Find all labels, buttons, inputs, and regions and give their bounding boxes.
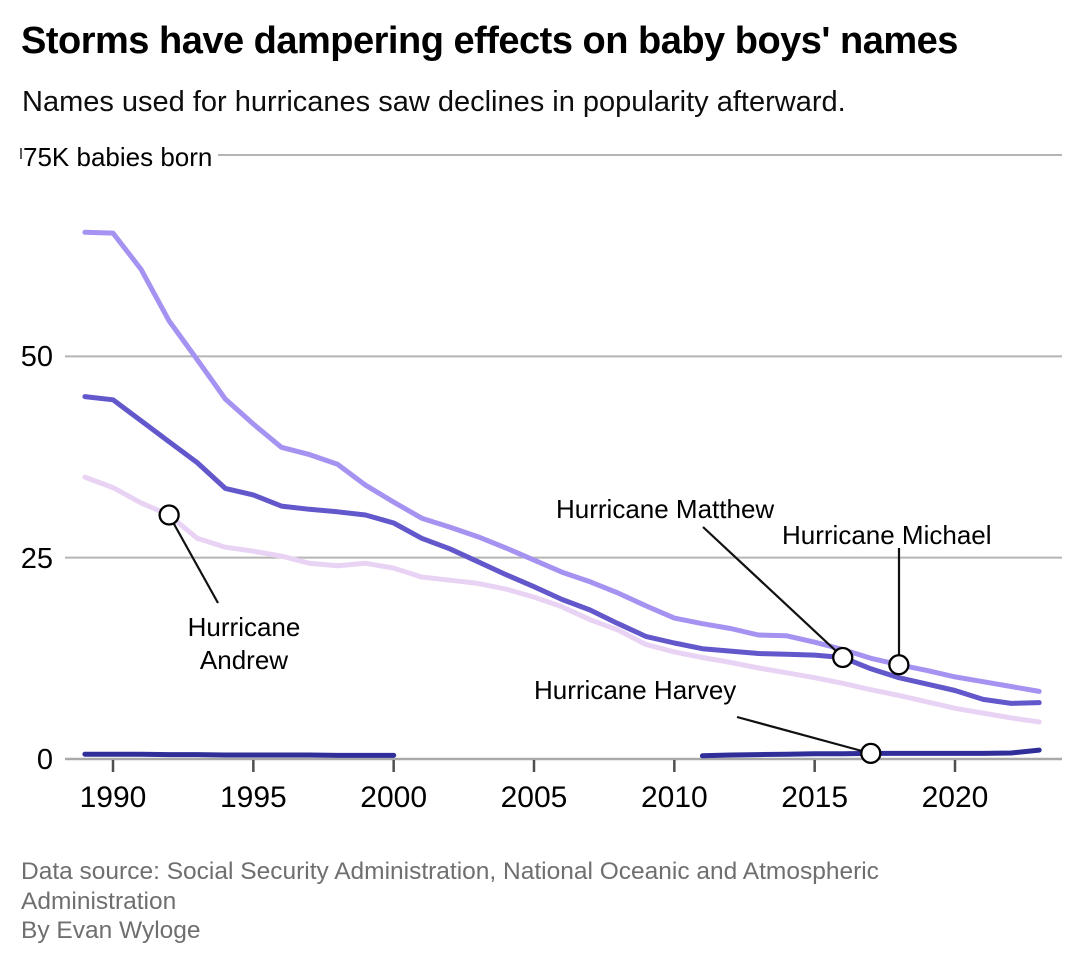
annotation-marker-andrew xyxy=(158,504,180,526)
y-axis-unit-label: 75K babies born xyxy=(23,142,213,172)
annotation-marker-matthew xyxy=(832,646,854,669)
series-line-michael xyxy=(82,229,1042,694)
annotation-label-andrew: Hurricane Andrew xyxy=(187,612,301,675)
series-line-harvey xyxy=(82,747,1042,759)
chart-title: Storms have dampering effects on baby bo… xyxy=(21,20,958,62)
y-axis-label-0: 0 xyxy=(36,744,53,776)
annotation-leader-matthew xyxy=(702,526,837,652)
series-line-matthew xyxy=(82,394,1042,706)
annotation-label-michael: Hurricane Michael xyxy=(782,520,992,550)
x-axis-label-2015: 2015 xyxy=(781,781,849,814)
x-axis-label-2010: 2010 xyxy=(640,781,708,814)
chart-footer: Data source: Social Security Administrat… xyxy=(21,857,991,946)
data-source: Data source: Social Security Administrat… xyxy=(21,858,879,915)
series-line-andrew xyxy=(82,474,1042,725)
annotation-label-harvey: Hurricane Harvey xyxy=(534,675,737,705)
chart-subtitle: Names used for hurricanes saw declines i… xyxy=(22,86,846,118)
y-axis-label-25: 25 xyxy=(20,542,53,575)
x-axis-label-2020: 2020 xyxy=(921,781,989,814)
x-axis-label-1990: 1990 xyxy=(79,781,147,814)
annotation-marker-michael xyxy=(888,654,910,676)
x-axis-label-1995: 1995 xyxy=(219,781,287,814)
x-axis-label-2000: 2000 xyxy=(360,781,428,814)
y-axis-label-50: 50 xyxy=(20,341,53,374)
annotation-leader-harvey xyxy=(736,715,863,753)
x-axis-label-2005: 2005 xyxy=(500,781,568,814)
annotation-leader-andrew xyxy=(173,523,219,604)
annotation-marker-harvey xyxy=(860,742,882,765)
annotation-label-matthew: Hurricane Matthew xyxy=(556,494,775,524)
byline: By Evan Wyloge xyxy=(21,917,201,944)
